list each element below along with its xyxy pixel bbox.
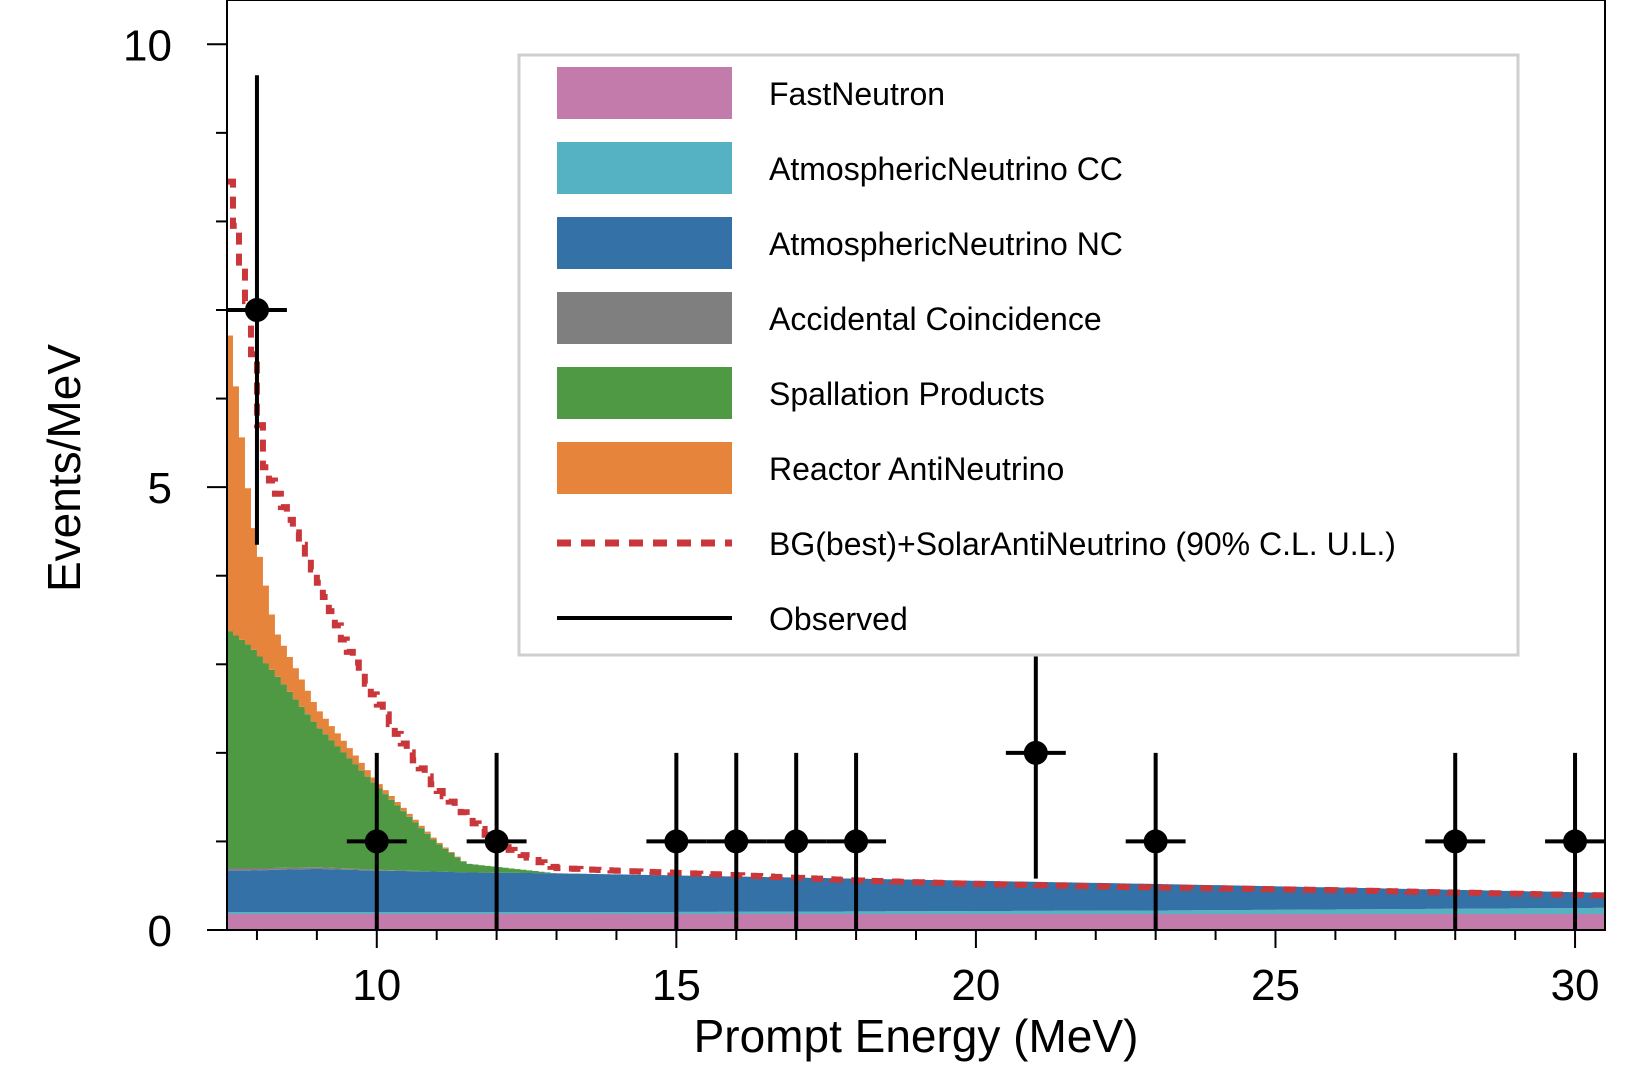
legend-item: Observed [557,601,908,637]
legend-item: FastNeutron [557,67,945,119]
observed-point [466,752,527,930]
observed-point [706,752,767,930]
stack-atm-cc [227,907,1605,915]
axes: 10 15 20 25 30 0 5 10 [123,0,1606,1010]
x-tick-label: 20 [951,961,1000,1010]
x-tick-label: 30 [1551,961,1600,1010]
observed-marker [1443,829,1468,854]
legend: FastNeutron AtmosphericNeutrino CC Atmosph… [517,53,1520,657]
x-tick-label: 25 [1251,961,1300,1010]
legend-label: AtmosphericNeutrino NC [769,226,1123,262]
observed-marker [724,829,749,854]
observed-marker [484,829,509,854]
observed-marker [244,298,269,322]
observed-point [826,752,887,930]
legend-item: Reactor AntiNeutrino [557,442,1064,494]
stack-fast-neutron [227,914,1605,930]
observed-point [1005,627,1066,879]
y-tick-label: 5 [148,464,172,513]
legend-item: Spallation Products [557,367,1045,419]
observed-marker [1563,829,1588,854]
y-axis-title: Events/MeV [38,344,90,592]
legend-label: Observed [769,601,908,637]
legend-swatch [557,142,732,194]
observed-point [1125,752,1186,930]
x-axis-title: Prompt Energy (MeV) [694,1010,1139,1062]
observed-marker [364,829,389,854]
observed-point [346,752,407,930]
stack-accidental [227,867,1605,893]
legend-swatch [557,292,732,344]
x-tick-label: 10 [352,961,401,1010]
upper-limit-curve [227,178,1605,899]
y-tick-label: 0 [148,907,172,956]
legend-item: AtmosphericNeutrino NC [557,217,1123,269]
legend-label: Reactor AntiNeutrino [769,451,1064,487]
observed-marker [1023,740,1048,765]
observed-marker [1143,829,1168,854]
stack-spallation [227,631,1605,893]
observed-point [1425,752,1486,930]
legend-label: BG(best)+SolarAntiNeutrino (90% C.L. U.L… [769,526,1396,562]
legend-item: BG(best)+SolarAntiNeutrino (90% C.L. U.L… [557,526,1396,562]
legend-item: AtmosphericNeutrino CC [557,142,1123,194]
x-tick-label: 15 [652,961,701,1010]
legend-label: Accidental Coincidence [769,301,1102,337]
upper-limit-layer [227,178,1605,899]
legend-label: FastNeutron [769,76,945,112]
legend-swatch [557,367,732,419]
legend-item: Accidental Coincidence [557,292,1102,344]
background-stack [227,335,1605,930]
legend-swatch [557,217,732,269]
observed-data [227,75,1605,930]
legend-label: AtmosphericNeutrino CC [769,151,1123,187]
observed-marker [784,829,809,854]
legend-swatch [557,67,732,119]
y-tick-label: 10 [123,21,172,70]
observed-marker [844,829,869,854]
observed-point [227,75,287,545]
observed-marker [664,829,689,854]
observed-point [1545,752,1605,930]
observed-point [646,752,707,930]
stack-atm-nc [227,868,1605,913]
observed-point [766,752,827,930]
legend-label: Spallation Products [769,376,1045,412]
legend-swatch [557,442,732,494]
